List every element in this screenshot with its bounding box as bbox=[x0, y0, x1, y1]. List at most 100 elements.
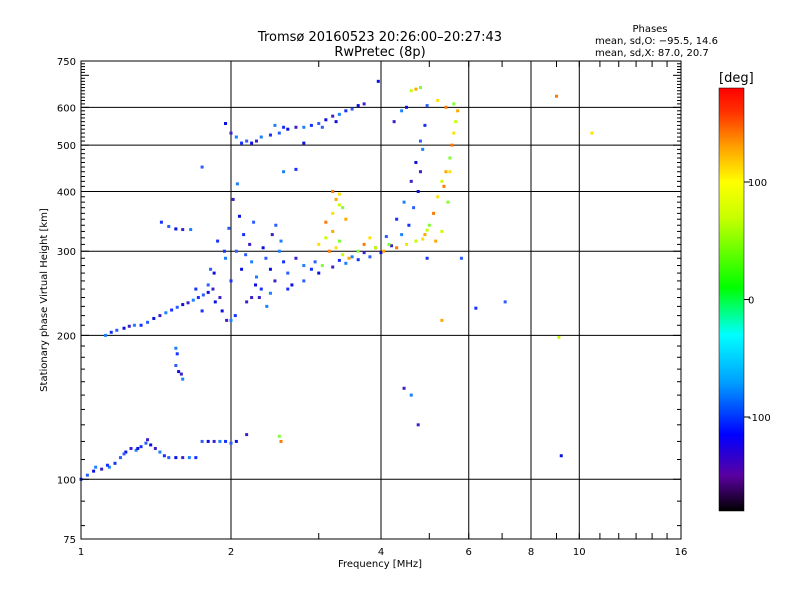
data-point bbox=[273, 123, 277, 127]
data-point bbox=[390, 244, 394, 248]
data-point bbox=[261, 246, 265, 250]
data-point bbox=[194, 456, 198, 460]
data-point bbox=[229, 279, 233, 283]
data-point bbox=[174, 346, 178, 350]
data-point bbox=[273, 279, 277, 283]
data-point bbox=[245, 300, 249, 304]
data-point bbox=[404, 242, 408, 246]
data-point bbox=[237, 214, 241, 218]
data-point bbox=[175, 352, 179, 356]
data-point bbox=[211, 287, 215, 291]
data-point bbox=[109, 330, 113, 334]
data-point bbox=[324, 220, 328, 224]
data-point bbox=[362, 102, 366, 106]
data-point bbox=[240, 141, 244, 145]
data-point bbox=[194, 287, 198, 291]
data-point bbox=[444, 105, 448, 109]
data-point bbox=[248, 242, 252, 246]
legend-title: Phases bbox=[632, 24, 667, 35]
data-point bbox=[302, 279, 306, 283]
data-point bbox=[200, 439, 204, 443]
data-point bbox=[225, 318, 229, 322]
data-point bbox=[341, 206, 345, 210]
data-point bbox=[331, 114, 335, 118]
data-point bbox=[209, 267, 213, 271]
legend-line-x: mean, sd,X: 87.0, 20.7 bbox=[595, 48, 709, 59]
data-point bbox=[350, 255, 354, 259]
data-point bbox=[277, 249, 281, 253]
data-point bbox=[206, 283, 210, 287]
data-point bbox=[212, 271, 216, 275]
x-tick-label: 16 bbox=[675, 547, 688, 558]
data-point bbox=[282, 260, 286, 264]
data-point bbox=[412, 206, 416, 210]
data-point bbox=[421, 237, 425, 241]
data-point bbox=[450, 143, 454, 147]
data-point bbox=[327, 249, 331, 253]
data-point bbox=[423, 233, 427, 237]
data-point bbox=[309, 123, 313, 127]
data-point bbox=[407, 223, 411, 227]
data-point bbox=[503, 300, 507, 304]
data-point bbox=[368, 236, 372, 240]
data-point bbox=[254, 283, 258, 287]
data-point bbox=[418, 139, 422, 143]
data-point bbox=[270, 233, 274, 237]
data-point bbox=[250, 141, 254, 145]
data-point bbox=[139, 445, 143, 449]
data-point bbox=[425, 228, 429, 232]
y-tick-label: 200 bbox=[57, 331, 76, 342]
data-point bbox=[331, 265, 335, 269]
data-point bbox=[224, 122, 228, 126]
data-point bbox=[440, 318, 444, 322]
x-tick-label: 2 bbox=[228, 547, 234, 558]
data-point bbox=[344, 261, 348, 265]
data-point bbox=[200, 309, 204, 313]
data-point bbox=[334, 197, 338, 201]
data-point bbox=[233, 314, 237, 318]
data-point bbox=[164, 311, 168, 315]
data-point bbox=[440, 229, 444, 233]
data-point bbox=[146, 438, 150, 442]
data-point bbox=[153, 446, 157, 450]
data-point bbox=[213, 300, 217, 304]
data-point bbox=[105, 463, 109, 467]
y-tick-label: 600 bbox=[57, 103, 76, 114]
data-point bbox=[229, 318, 233, 322]
x-axis-label: Frequency [MHz] bbox=[338, 559, 422, 570]
data-point bbox=[452, 131, 456, 135]
data-point bbox=[341, 253, 345, 257]
data-point bbox=[181, 303, 185, 307]
data-point bbox=[259, 135, 263, 139]
data-point bbox=[224, 439, 228, 443]
data-point bbox=[170, 308, 174, 312]
data-point bbox=[229, 441, 233, 445]
data-point bbox=[302, 264, 306, 268]
legend-line-o: mean, sd,O: −95.5, 14.6 bbox=[595, 36, 718, 47]
data-point bbox=[274, 223, 278, 227]
data-point bbox=[212, 439, 216, 443]
data-point bbox=[277, 131, 281, 135]
data-point bbox=[282, 125, 286, 129]
data-point bbox=[218, 439, 222, 443]
data-point bbox=[337, 192, 341, 196]
data-point bbox=[324, 118, 328, 122]
data-point bbox=[242, 233, 246, 237]
data-point bbox=[409, 393, 413, 397]
data-point bbox=[313, 260, 317, 264]
data-points bbox=[79, 79, 594, 481]
data-point bbox=[337, 258, 341, 262]
data-point bbox=[144, 441, 148, 445]
data-point bbox=[149, 443, 153, 447]
data-point bbox=[107, 465, 111, 469]
data-point bbox=[245, 433, 249, 437]
data-point bbox=[152, 316, 156, 320]
data-point bbox=[259, 287, 263, 291]
data-point bbox=[554, 94, 558, 98]
data-point bbox=[146, 320, 150, 324]
data-point bbox=[224, 256, 228, 260]
data-point bbox=[222, 249, 226, 253]
data-point bbox=[136, 446, 140, 450]
data-point bbox=[356, 258, 360, 262]
data-point bbox=[344, 109, 348, 113]
